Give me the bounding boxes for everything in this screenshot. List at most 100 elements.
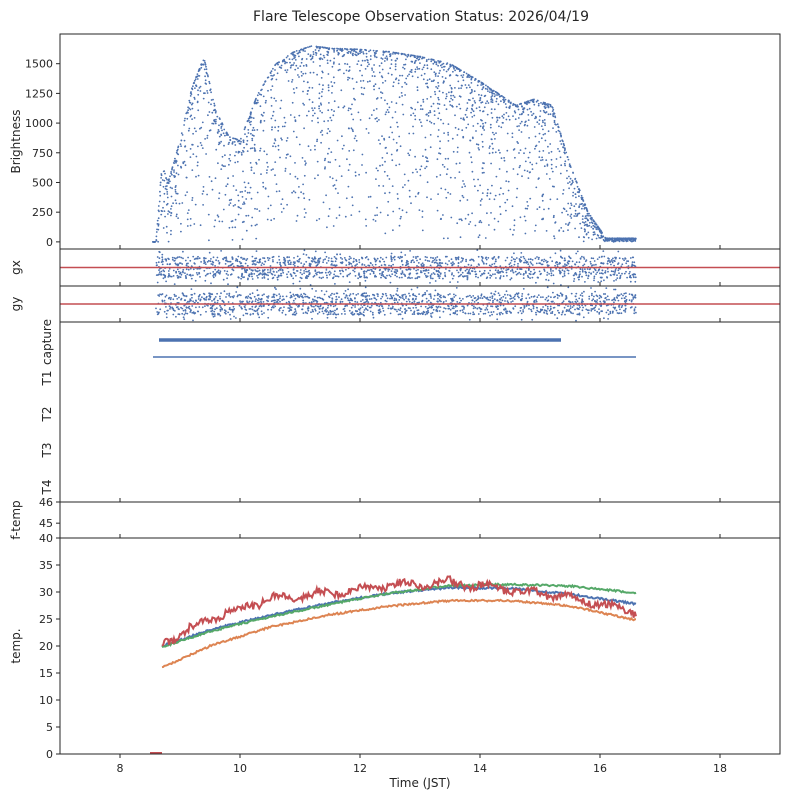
brightness-point xyxy=(336,139,339,142)
brightness-point xyxy=(160,213,163,216)
brightness-point xyxy=(493,217,496,220)
gx-point xyxy=(634,280,637,283)
brightness-point xyxy=(479,99,482,101)
gx-point xyxy=(523,257,526,260)
brightness-point xyxy=(170,214,172,217)
brightness-point xyxy=(498,193,501,196)
gx-point xyxy=(629,275,631,278)
gy-point xyxy=(302,305,304,307)
gy-point xyxy=(214,308,217,311)
gy-point xyxy=(369,310,372,313)
gx-point xyxy=(489,277,492,279)
gx-point xyxy=(607,270,609,273)
gy-point xyxy=(490,311,493,314)
gx-point xyxy=(157,273,160,276)
brightness-point xyxy=(445,70,448,73)
gx-point xyxy=(231,257,234,260)
brightness-point xyxy=(407,152,410,155)
brightness-point xyxy=(303,197,306,200)
gx-point xyxy=(499,271,501,273)
gx-point xyxy=(161,253,164,256)
gx-point xyxy=(333,273,335,276)
gx-point xyxy=(451,273,453,276)
gy-point xyxy=(536,309,539,312)
brightness-point xyxy=(469,139,471,142)
brightness-point xyxy=(396,121,398,124)
gy-point xyxy=(232,305,235,308)
brightness-point xyxy=(480,198,483,201)
brightness-point xyxy=(317,46,319,48)
gx-point xyxy=(603,255,606,258)
gy-point xyxy=(591,299,593,302)
brightness-point xyxy=(378,65,381,67)
gx-point xyxy=(271,277,274,280)
gy-point xyxy=(392,305,394,308)
brightness-point xyxy=(216,115,219,118)
brightness-point xyxy=(192,153,195,156)
brightness-point xyxy=(625,239,627,242)
brightness-point xyxy=(191,143,194,146)
gx-point xyxy=(165,259,168,262)
brightness-point xyxy=(302,192,305,195)
brightness-point xyxy=(243,201,245,204)
gx-point xyxy=(494,273,496,275)
brightness-point xyxy=(337,106,340,109)
brightness-point xyxy=(270,89,272,91)
brightness-point xyxy=(475,107,478,110)
gx-point xyxy=(405,268,408,271)
gx-point xyxy=(450,262,453,265)
gy-point xyxy=(300,293,303,296)
brightness-point xyxy=(306,81,309,83)
gx-point xyxy=(593,279,595,282)
gy-point xyxy=(327,304,330,307)
gx-point xyxy=(406,263,409,266)
brightness-point xyxy=(253,172,256,175)
gx-point xyxy=(366,276,368,279)
brightness-point xyxy=(505,106,508,109)
gy-point xyxy=(581,298,584,301)
brightness-point xyxy=(161,179,164,181)
brightness-point xyxy=(374,214,376,217)
gy-point xyxy=(458,297,461,300)
brightness-point xyxy=(392,53,394,55)
gx-point xyxy=(415,272,418,275)
brightness-point xyxy=(547,145,549,148)
gx-point xyxy=(256,261,259,263)
gy-point xyxy=(389,294,392,296)
gx-point xyxy=(287,271,290,273)
gx-point xyxy=(540,259,543,262)
gx-point xyxy=(185,264,188,267)
brightness-point xyxy=(521,105,523,108)
brightness-point xyxy=(375,117,378,119)
brightness-point xyxy=(452,150,455,153)
brightness-point xyxy=(570,204,573,207)
gx-point xyxy=(392,256,395,259)
gx-point xyxy=(573,278,576,280)
brightness-point xyxy=(197,109,200,112)
gx-point xyxy=(534,257,537,260)
gx-point xyxy=(627,265,630,267)
gx-point xyxy=(334,275,337,277)
brightness-point xyxy=(306,114,308,117)
brightness-point xyxy=(589,217,592,220)
brightness-point xyxy=(458,103,461,106)
brightness-point xyxy=(311,87,314,89)
brightness-point xyxy=(547,113,550,116)
gx-point xyxy=(476,249,479,252)
brightness-point xyxy=(533,103,536,106)
gy-point xyxy=(542,306,544,308)
brightness-point xyxy=(466,199,469,201)
gx-point xyxy=(570,268,573,270)
brightness-point xyxy=(248,121,251,124)
gy-point xyxy=(455,287,458,289)
gx-point xyxy=(169,275,172,278)
gx-point xyxy=(514,258,516,261)
brightness-point xyxy=(303,80,305,83)
gy-point xyxy=(409,295,411,297)
brightness-point xyxy=(526,170,529,173)
brightness-point xyxy=(381,68,384,71)
gy-point xyxy=(525,297,528,300)
brightness-point xyxy=(192,85,194,88)
gx-point xyxy=(165,280,168,283)
gx-point xyxy=(633,276,635,279)
